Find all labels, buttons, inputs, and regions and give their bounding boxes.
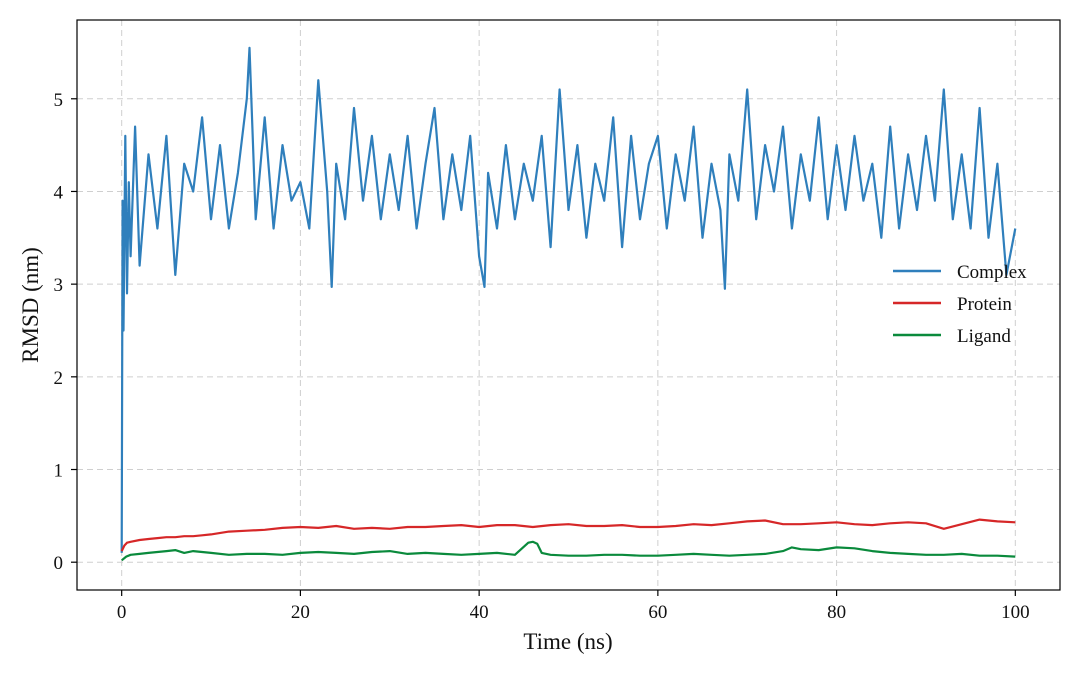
series-line-protein — [120, 518, 1016, 552]
x-axis-label: Time (ns) — [523, 629, 612, 654]
series-line-ligand — [121, 540, 1016, 562]
series-lines — [120, 46, 1017, 562]
series-line-complex — [120, 46, 1017, 553]
y-axis-label: RMSD (nm) — [18, 247, 43, 363]
y-tick-label: 0 — [54, 553, 64, 574]
y-tick-label: 4 — [54, 182, 64, 203]
legend-label-ligand: Ligand — [957, 326, 1011, 347]
legend-label-protein: Protein — [957, 294, 1012, 315]
y-tick-label: 2 — [54, 368, 64, 389]
y-tick-label: 5 — [54, 90, 64, 111]
x-tick-label: 80 — [827, 602, 846, 623]
legend: Complex Protein Ligand — [893, 262, 1027, 347]
x-tick-label: 60 — [648, 602, 667, 623]
x-tick-label: 40 — [470, 602, 489, 623]
x-tick-label: 20 — [291, 602, 310, 623]
axis-ticks: 0 20 40 60 80 100 0 1 2 3 4 5 — [54, 90, 1030, 623]
legend-label-complex: Complex — [957, 262, 1027, 283]
x-tick-label: 0 — [117, 602, 127, 623]
y-tick-label: 3 — [54, 275, 64, 296]
grid — [77, 20, 1060, 590]
plot-frame — [76, 19, 1061, 591]
y-tick-label: 1 — [54, 461, 64, 482]
x-tick-label: 100 — [1001, 602, 1030, 623]
